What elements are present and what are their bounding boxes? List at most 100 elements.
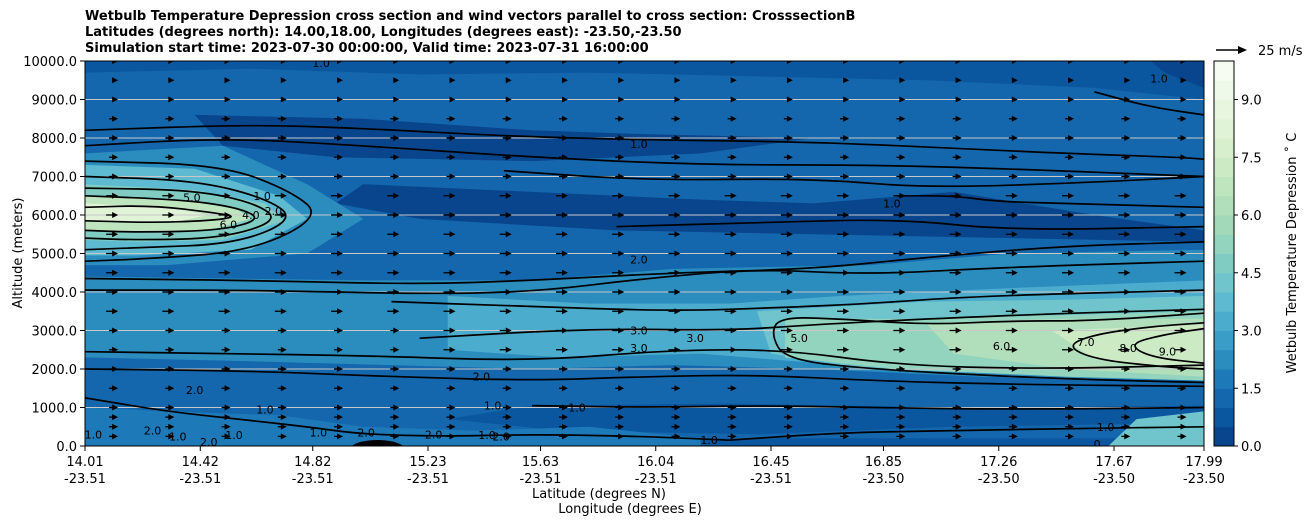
wind-vector-33	[840, 423, 850, 430]
wind-vector-125	[390, 346, 400, 353]
wind-vector-100	[109, 366, 119, 372]
wind-vector-95	[952, 385, 962, 392]
wind-vector-383	[280, 96, 287, 103]
wind-vector-336	[1008, 154, 1018, 161]
wind-vector-363	[277, 115, 287, 122]
wind-vector-255	[949, 231, 962, 238]
x-tick-label-lat-6: 16.45	[752, 455, 789, 470]
wind-vector-324	[334, 154, 344, 161]
colorbar-band-3	[1214, 369, 1234, 389]
wind-vector-378	[1121, 115, 1131, 122]
wind-vector-227	[499, 250, 512, 257]
wind-vector-18	[1121, 433, 1131, 440]
wind-vector-132	[780, 346, 793, 353]
colorbar: 0.0 1.5 3.0 4.5 6.0 7.5 9.0	[1213, 60, 1262, 455]
wind-vector-122	[221, 346, 231, 353]
wind-vector-343	[277, 135, 287, 141]
wind-vector-386	[449, 96, 456, 103]
wind-vector-150	[668, 327, 681, 334]
wind-vector-133	[837, 346, 850, 353]
wind-vector-48	[558, 414, 568, 421]
wind-vector-218	[1118, 269, 1131, 276]
wind-vector-358	[1121, 135, 1131, 141]
wind-vector-148	[555, 327, 568, 334]
wind-vector-103	[277, 366, 287, 372]
wind-vector-361	[165, 115, 175, 122]
wind-vector-214	[893, 269, 906, 276]
wind-vector-163	[274, 308, 287, 315]
wind-vector-429	[618, 61, 625, 64]
x-tick-label-lat-7: 16.85	[865, 455, 902, 470]
wind-vector-1	[165, 433, 175, 440]
filled-region-11	[1052, 324, 1204, 369]
wind-vector-108	[558, 366, 568, 372]
wind-vector-110	[671, 366, 681, 372]
wind-vector-62	[221, 404, 231, 411]
wind-vector-182	[218, 289, 231, 295]
wind-vector-395	[955, 96, 962, 103]
wind-vector-353	[840, 135, 850, 141]
wind-vector-424	[337, 61, 344, 64]
wind-vector-12	[783, 433, 793, 440]
contour-label-16: 8.0	[1119, 342, 1137, 355]
colorbar-band-9	[1214, 253, 1234, 274]
x-tick-label-lon-9: -23.50	[1093, 472, 1135, 487]
wind-vector-364	[334, 115, 344, 122]
wind-vector-346	[446, 135, 456, 141]
wind-vector-436	[1011, 61, 1018, 64]
wind-vector-59	[1177, 414, 1187, 421]
wind-vector-86	[446, 385, 456, 392]
wind-vector-149	[612, 327, 625, 334]
wind-vector-216	[1005, 269, 1018, 276]
wind-vector-9	[615, 433, 625, 440]
wind-vector-370	[671, 115, 681, 122]
wind-vector-253	[837, 231, 850, 238]
wind-vector-144	[334, 327, 344, 334]
contour-label-35: 0	[1094, 438, 1101, 451]
colorbar-tick-label-4: 6.0	[1241, 209, 1262, 224]
quiver-key-label: 25 m/s	[1258, 44, 1303, 59]
wind-vector-162	[218, 308, 231, 315]
contour-label-28: 1.0	[310, 427, 328, 440]
wind-vector-342	[221, 135, 231, 141]
wind-vector-221	[162, 250, 175, 257]
wind-vector-415	[955, 77, 962, 84]
wind-vector-173	[837, 308, 850, 315]
wind-vector-164	[331, 308, 344, 315]
wind-vector-154	[893, 327, 906, 334]
wind-vector-90	[671, 385, 681, 392]
wind-vector-412	[786, 77, 793, 84]
wind-vector-131	[724, 346, 737, 353]
wind-vector-120	[109, 346, 119, 353]
filled-region-19	[1108, 411, 1204, 446]
colorbar-band-19	[1214, 61, 1234, 81]
wind-vector-389	[618, 96, 625, 103]
wind-vector-191	[724, 289, 737, 295]
wind-vector-205	[387, 269, 400, 276]
wind-vector-186	[443, 289, 456, 295]
wind-vector-223	[274, 250, 287, 257]
wind-vector-291	[724, 192, 737, 199]
wind-vector-204	[331, 269, 344, 276]
y-axis: 0.0 1000.0 2000.0 3000.0 4000.0 5000.0 6000.0 7…	[23, 55, 85, 455]
wind-vector-38	[1121, 423, 1131, 430]
wind-vector-56	[1008, 414, 1018, 421]
wind-vector-406	[449, 77, 456, 84]
wind-vector-55	[952, 414, 962, 421]
wind-vector-390	[674, 96, 681, 103]
wind-vector-99	[1177, 385, 1187, 392]
wind-vector-206	[443, 269, 456, 276]
wind-vector-172	[780, 308, 793, 315]
x-tick-label-lat-0: 14.01	[66, 455, 103, 470]
contour-label-2: 1.0	[630, 138, 648, 151]
wind-vector-184	[331, 289, 344, 295]
y-tick-label-9: 9000.0	[32, 94, 78, 109]
wind-vector-315	[952, 173, 962, 180]
wind-vector-241	[162, 231, 175, 238]
contour-label-31: 1.0	[478, 429, 496, 442]
quiver-key-arrow-head	[1238, 46, 1247, 54]
wind-vector-418	[1124, 77, 1131, 84]
wind-vector-434	[899, 61, 906, 64]
wind-vector-180	[106, 289, 119, 295]
wind-vector-64	[334, 404, 344, 411]
